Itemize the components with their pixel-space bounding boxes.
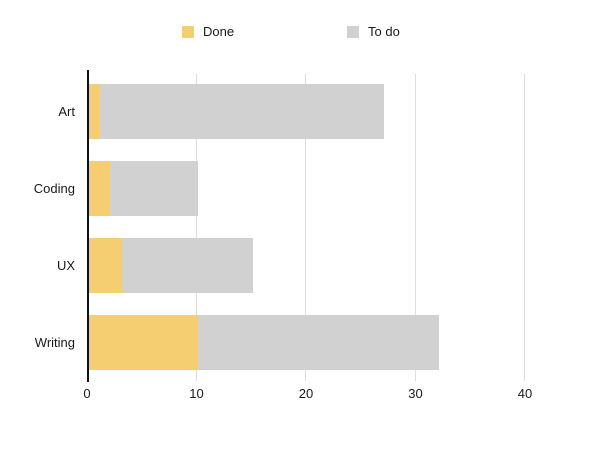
gridline-40 [524,74,526,381]
category-labels: Art Coding UX Writing [0,72,75,375]
category-label-ux: UX [56,258,75,273]
category-label-art: Art [58,104,75,119]
x-axis-labels: 0 10 20 30 40 [83,386,560,402]
bar-segment-to-do [99,84,385,139]
x-tick-label-10: 10 [189,386,204,401]
x-tick-label-30: 30 [408,386,423,401]
bar-segment-to-do [110,161,198,216]
bar-row-ux [88,238,253,293]
bar-row-art [88,84,385,139]
todo-swatch-icon [347,26,359,38]
legend-item-todo: To do [347,25,400,39]
bar-segment-done [88,238,122,293]
legend-label-done: Done [203,24,235,39]
bar-segment-done [88,84,100,139]
y-axis-line [87,70,89,382]
x-tick-label-0: 0 [83,386,91,401]
done-swatch-icon [182,26,194,38]
bar-segment-done [88,315,198,370]
category-label-coding: Coding [33,181,75,196]
bar-row-writing [88,315,439,370]
plot-area [87,70,560,382]
x-tick-label-20: 20 [298,386,314,401]
legend-item-done: Done [182,25,234,39]
x-tick-label-40: 40 [517,386,533,401]
bar-row-coding [88,161,198,216]
legend-label-todo: To do [368,24,400,39]
legend: Done To do [0,25,603,39]
bar-segment-to-do [121,238,253,293]
category-label-writing: Writing [34,335,75,350]
gridline-20 [305,74,307,381]
gridline-10 [195,74,197,381]
bar-segment-done [88,161,111,216]
bar-segment-to-do [197,315,439,370]
gridline-30 [414,74,416,381]
